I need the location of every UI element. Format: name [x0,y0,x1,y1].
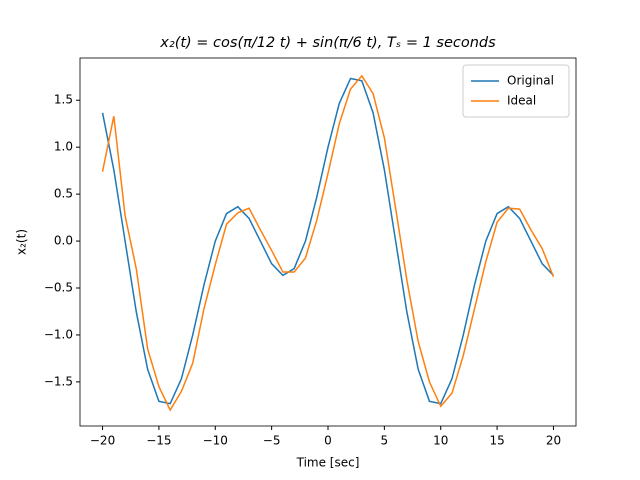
x-tick-label: 10 [433,434,448,448]
y-tick-label: 0.5 [54,187,73,201]
x-axis-label: Time [sec] [296,456,360,470]
x-tick-label: 0 [324,434,332,448]
y-tick-label: 0.0 [54,234,73,248]
y-tick-label: 1.5 [54,93,73,107]
chart-title: x₂(t) = cos(π/12 t) + sin(π/6 t), Tₛ = 1… [159,35,496,51]
legend: Original Ideal [462,64,570,118]
x-tick-label: 15 [489,434,504,448]
y-tick-label: −1.0 [44,327,73,341]
x-tick-label: 20 [546,434,561,448]
legend-label: Original [507,74,554,88]
line-series [101,77,554,405]
y-tick-label: 1.0 [54,140,73,154]
plot-frame [79,57,577,427]
x-tick-label: −10 [203,434,228,448]
legend-box [462,64,570,118]
y-axis-label: x₂(t) [15,229,29,255]
x-tick-label: −15 [146,434,171,448]
line-series [101,74,555,412]
x-tick-label: −20 [90,434,115,448]
x-tick-label: 5 [381,434,389,448]
legend-label: Ideal [507,94,536,108]
y-tick-label: −1.5 [44,374,73,388]
y-tick-label: −0.5 [44,281,73,295]
x-tick-label: −5 [263,434,281,448]
